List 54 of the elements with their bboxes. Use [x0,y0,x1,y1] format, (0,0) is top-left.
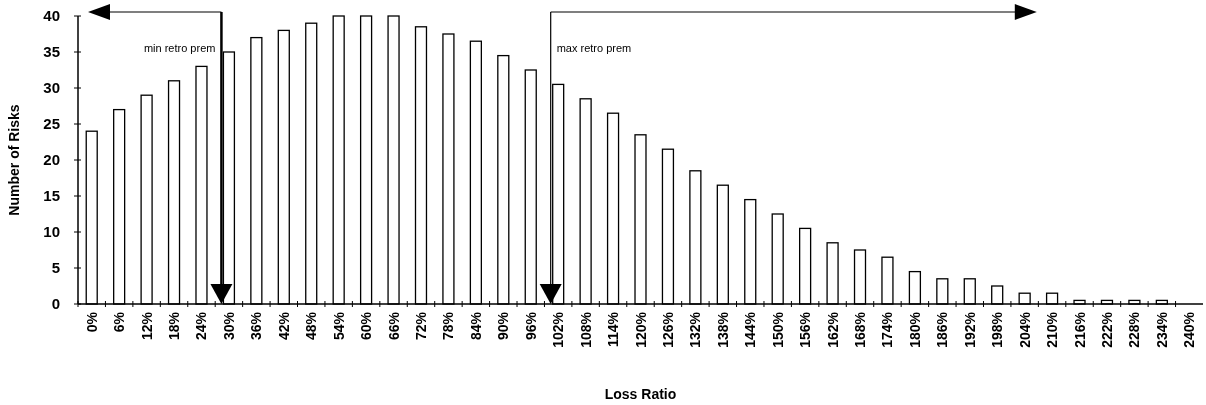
x-tick-label: 12% [138,311,155,341]
x-tick-label: 102% [550,311,567,348]
y-tick-label: 25 [43,115,60,133]
x-tick-label: 150% [769,311,786,348]
ref-line-label: max retro prem [556,42,632,54]
x-tick-label: 72% [412,311,429,341]
x-tick-label: 216% [1071,311,1088,348]
x-tick-label: 18% [166,311,183,341]
x-tick-label: 90% [495,311,512,341]
x-tick-label: 30% [220,311,237,341]
x-tick-label: 186% [934,311,951,348]
x-tick-label: 228% [1126,311,1143,348]
ref-line-label: min retro prem [143,42,216,54]
y-tick-label: 10 [43,223,60,241]
x-axis-title: Loss Ratio [604,386,677,402]
x-tick-label: 126% [659,311,676,348]
x-tick-label: 234% [1153,311,1170,348]
y-axis-title: Number of Risks [6,104,22,216]
x-tick-label: 48% [303,311,320,341]
y-tick-label: 0 [51,295,60,313]
x-tick-label: 6% [111,311,128,333]
x-tick-label: 0% [83,311,100,333]
x-tick-label: 156% [797,311,814,348]
x-tick-label: 198% [989,311,1006,348]
x-tick-label: 144% [742,311,759,348]
x-tick-label: 174% [879,311,896,348]
x-tick-label: 66% [385,311,402,341]
x-tick-label: 222% [1098,311,1115,348]
x-tick-label: 162% [824,311,841,348]
x-tick-label: 24% [193,311,210,341]
x-tick-label: 240% [1181,311,1198,348]
y-tick-label: 30 [43,79,60,97]
y-tick-label: 5 [51,259,60,277]
x-tick-label: 180% [906,311,923,348]
x-tick-label: 96% [522,311,539,341]
x-tick-label: 120% [632,311,649,348]
y-tick-label: 35 [43,43,60,61]
x-tick-label: 84% [467,311,484,341]
x-tick-label: 168% [852,311,869,348]
x-tick-label: 78% [440,311,457,341]
x-tick-label: 54% [330,311,347,341]
y-tick-label: 20 [43,151,60,169]
x-tick-label: 138% [714,311,731,348]
x-tick-label: 210% [1044,311,1061,348]
x-tick-label: 42% [275,311,292,341]
y-tick-label: 40 [43,7,60,25]
x-tick-label: 114% [605,311,622,348]
x-tick-label: 60% [358,311,375,341]
y-tick-label: 15 [43,187,60,205]
x-tick-label: 192% [961,311,978,348]
x-tick-label: 132% [687,311,704,348]
x-tick-label: 36% [248,311,265,341]
x-tick-label: 204% [1016,311,1033,348]
x-tick-label: 108% [577,311,594,348]
